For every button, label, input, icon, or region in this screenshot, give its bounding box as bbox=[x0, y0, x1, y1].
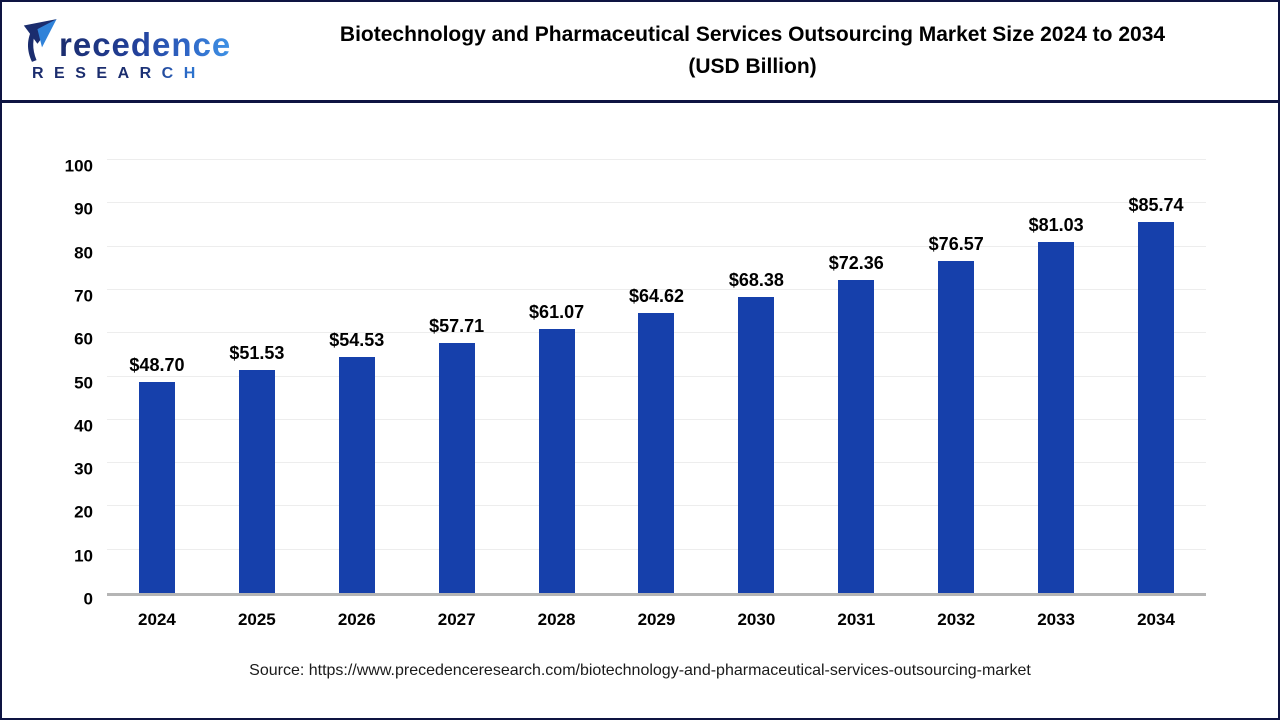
x-tick-label-2024: 2024 bbox=[138, 610, 176, 629]
gridline-100 bbox=[107, 159, 1206, 160]
brand-name-text: recedence bbox=[59, 26, 232, 63]
bar-group-2024: $48.70 bbox=[107, 356, 207, 593]
bar-group-2034: $85.74 bbox=[1106, 196, 1206, 593]
brand-subtitle-text: RESEARCH bbox=[32, 65, 206, 82]
x-axis-labels: 2024 2025 2026 2027 2028 2029 2030 2031 2032 2033… bbox=[107, 596, 1206, 630]
bar-group-2029: $64.62 bbox=[607, 287, 707, 593]
bar-value-label-2030: $68.38 bbox=[728, 269, 784, 290]
precedence-p-logo-icon bbox=[23, 19, 57, 62]
y-axis: 0 10 20 30 40 50 60 70 80 90 100 bbox=[2, 156, 107, 608]
bar-group-2033: $81.03 bbox=[1006, 216, 1106, 593]
x-tick-label-2034: 2034 bbox=[1137, 610, 1175, 629]
bar-2029 bbox=[638, 313, 675, 593]
bar-group-2025: $51.53 bbox=[207, 344, 307, 593]
bar-2030 bbox=[738, 296, 775, 593]
bar-2024 bbox=[138, 382, 175, 593]
x-tick-label-2028: 2028 bbox=[537, 610, 576, 629]
x-tick-label-2026: 2026 bbox=[337, 610, 376, 629]
bar-value-label-2025: $51.53 bbox=[229, 342, 285, 363]
x-tick-label-2027: 2027 bbox=[437, 610, 476, 629]
y-tick-label-80: 80 bbox=[74, 243, 93, 263]
bar-2033 bbox=[1038, 242, 1075, 593]
x-tick-label-2030: 2030 bbox=[737, 610, 776, 629]
bar-group-2027: $57.71 bbox=[407, 317, 507, 593]
y-tick-label-10: 10 bbox=[74, 546, 93, 566]
y-tick-label-20: 20 bbox=[74, 502, 93, 522]
y-tick-label-100: 100 bbox=[64, 156, 93, 176]
plot-column: $48.70 $51.53 $54.53 $57.71 $61.07 $64.62 $68.… bbox=[107, 159, 1206, 630]
bar-value-label-2031: $72.36 bbox=[828, 252, 884, 273]
bar-group-2031: $72.36 bbox=[806, 254, 906, 593]
bar-group-2030: $68.38 bbox=[706, 271, 806, 593]
bar-value-label-2034: $85.74 bbox=[1128, 194, 1184, 215]
y-tick-label-50: 50 bbox=[74, 373, 93, 392]
bar-2025 bbox=[238, 369, 275, 593]
bar-value-label-2027: $57.71 bbox=[429, 316, 485, 337]
x-tick-label-2033: 2033 bbox=[1037, 610, 1076, 629]
y-tick-label-40: 40 bbox=[74, 416, 93, 436]
x-tick-label-2032: 2032 bbox=[937, 610, 976, 629]
source-text: Source: https://www.precedenceresearch.c… bbox=[249, 662, 1031, 679]
chart-title: Biotechnology and Pharmaceutical Service… bbox=[237, 19, 1278, 83]
x-tick-label-2029: 2029 bbox=[637, 610, 676, 629]
bar-2026 bbox=[338, 356, 375, 593]
gridline-70 bbox=[107, 288, 1206, 290]
precedence-research-logo: recedence RESEARCH bbox=[2, 19, 237, 83]
bar-2027 bbox=[438, 343, 475, 593]
plot-area: $48.70 $51.53 $54.53 $57.71 $61.07 $64.62 $68.… bbox=[107, 159, 1206, 596]
chart-region: 0 10 20 30 40 50 60 70 80 90 100 $48.70 $51.53 $54.5… bbox=[2, 103, 1278, 630]
plot-right-padding bbox=[1206, 160, 1278, 630]
bar-2028 bbox=[538, 328, 575, 593]
x-tick-label-2031: 2031 bbox=[837, 610, 876, 629]
bar-value-label-2033: $81.03 bbox=[1028, 215, 1084, 236]
bar-value-label-2024: $48.70 bbox=[129, 355, 185, 376]
bar-value-label-2026: $54.53 bbox=[329, 329, 385, 350]
y-tick-label-30: 30 bbox=[74, 459, 93, 479]
bar-2032 bbox=[938, 261, 975, 593]
bar-group-2026: $54.53 bbox=[307, 331, 407, 593]
bar-value-label-2028: $61.07 bbox=[529, 301, 585, 322]
chart-title-line-2: (USD Billion) bbox=[688, 55, 817, 78]
gridline-80 bbox=[107, 245, 1206, 247]
gridline-90 bbox=[107, 202, 1206, 204]
bar-2031 bbox=[838, 279, 875, 593]
x-tick-label-2025: 2025 bbox=[237, 610, 276, 629]
header: recedence RESEARCH Biotechnology and Pha… bbox=[2, 2, 1278, 103]
y-tick-label-70: 70 bbox=[74, 286, 93, 306]
bar-value-label-2029: $64.62 bbox=[628, 286, 685, 307]
y-tick-label-0: 0 bbox=[83, 589, 93, 609]
bar-group-2028: $61.07 bbox=[507, 303, 607, 593]
bar-2034 bbox=[1138, 221, 1175, 593]
bar-value-label-2032: $76.57 bbox=[928, 234, 984, 255]
y-tick-label-60: 60 bbox=[74, 329, 93, 349]
chart-title-line-1: Biotechnology and Pharmaceutical Service… bbox=[339, 23, 1166, 46]
bars-container: $48.70 $51.53 $54.53 $57.71 $61.07 $64.62 $68.… bbox=[107, 160, 1206, 593]
y-tick-label-90: 90 bbox=[74, 199, 93, 219]
bar-group-2032: $76.57 bbox=[906, 235, 1006, 593]
logo-wordmark: recedence bbox=[22, 19, 231, 63]
